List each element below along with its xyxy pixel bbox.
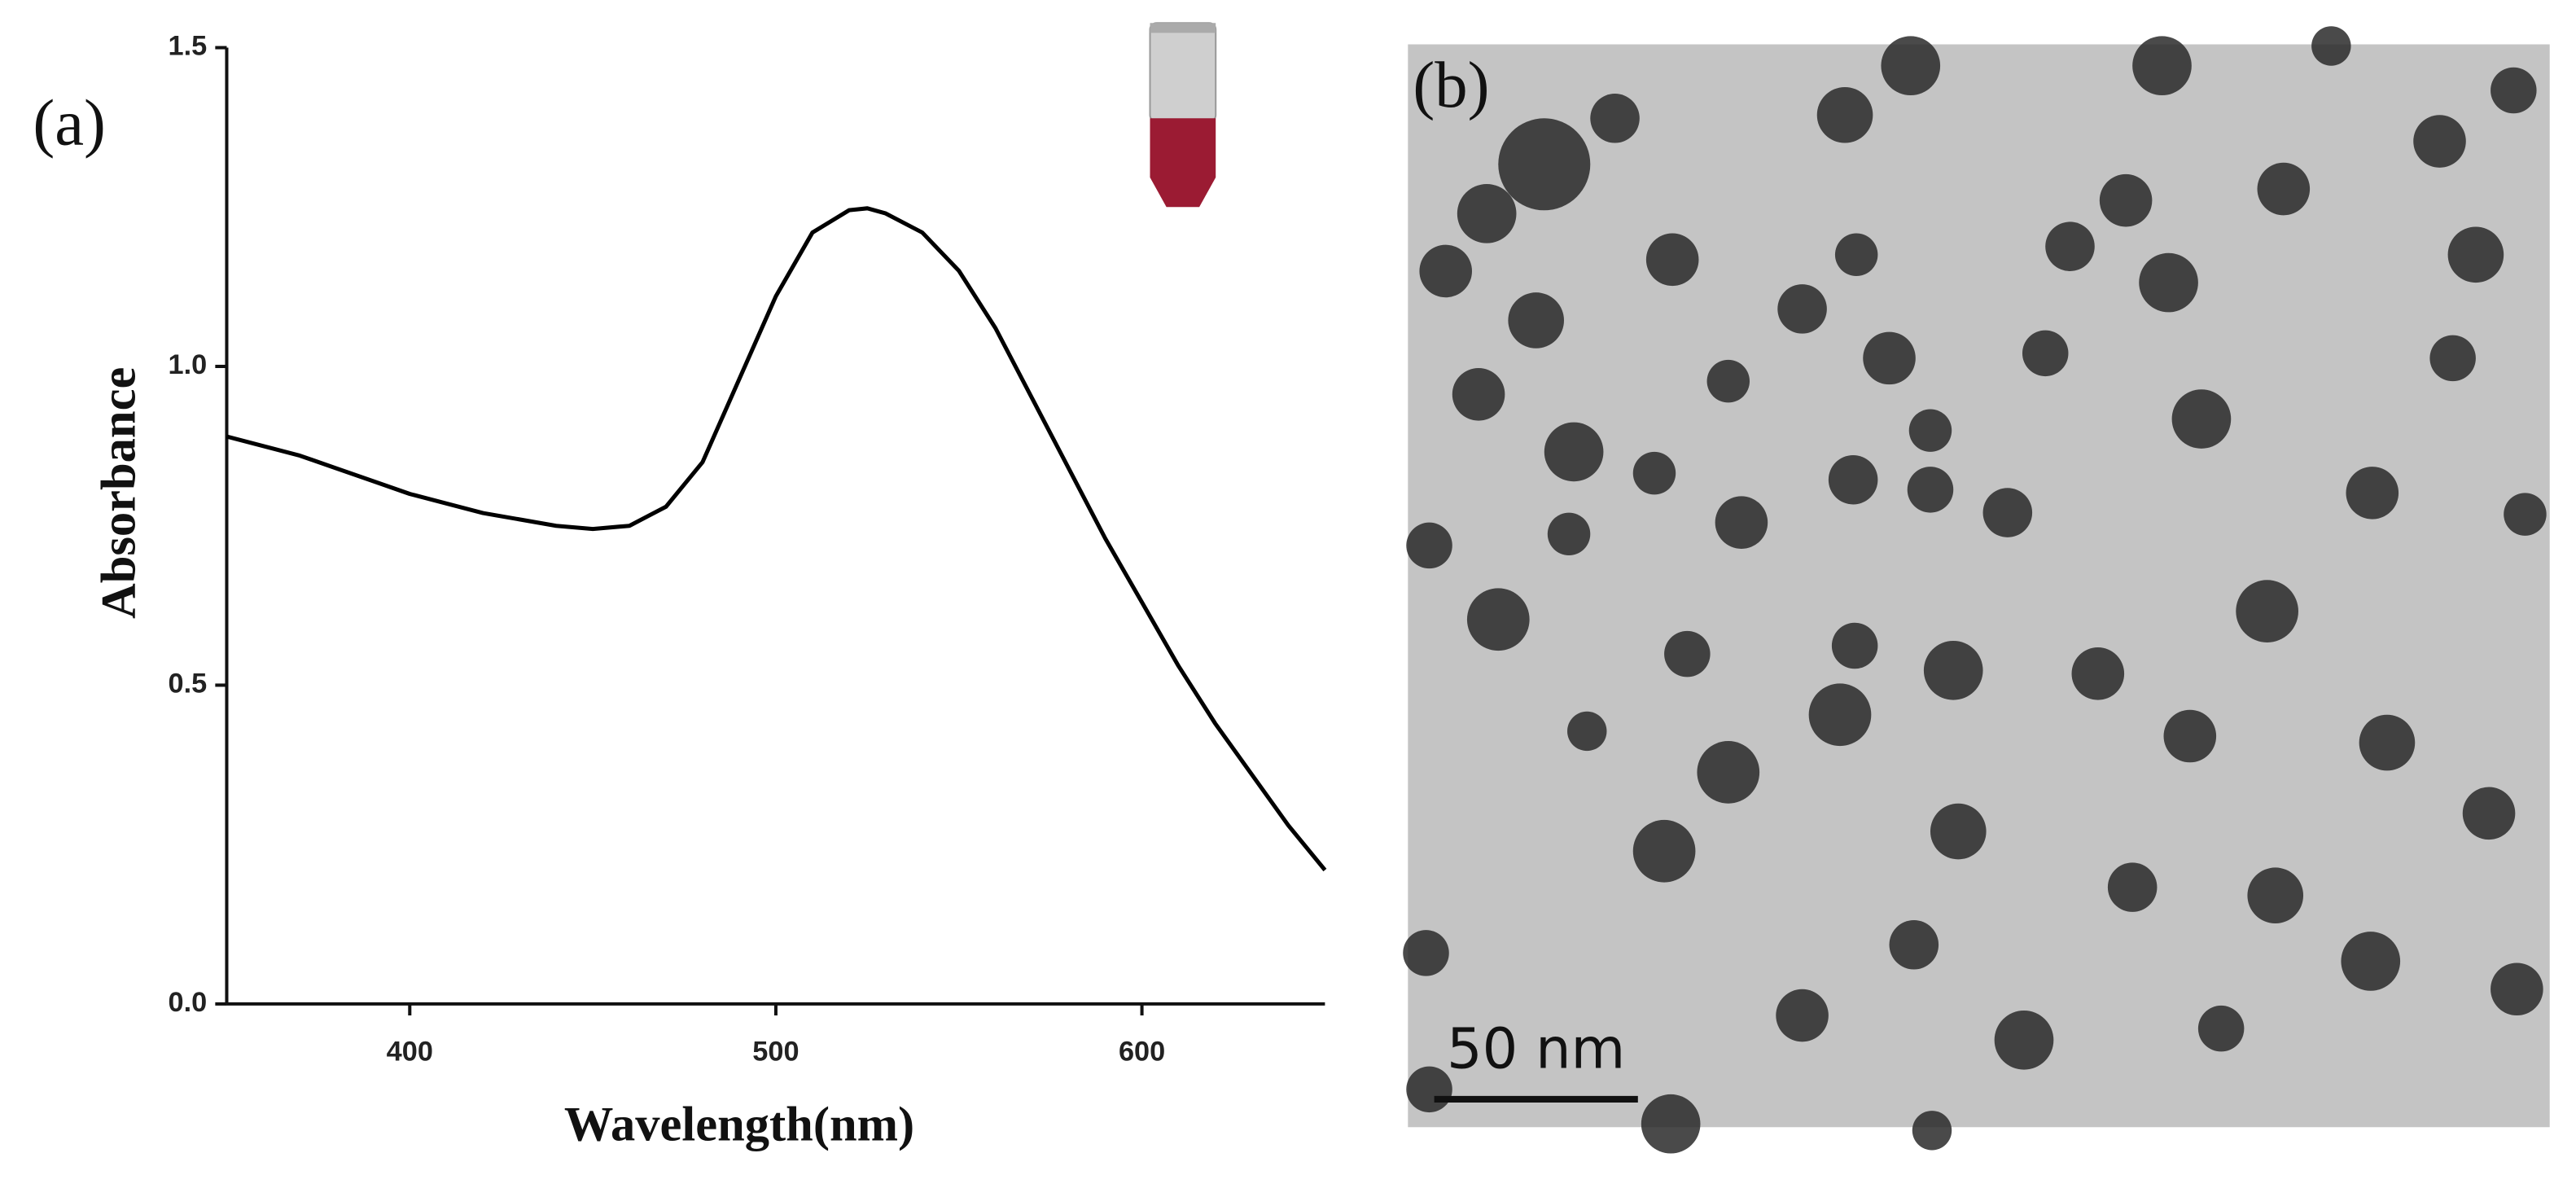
particle (1907, 467, 1954, 513)
particle (2099, 173, 2153, 227)
particle (1645, 233, 1699, 287)
particle (1881, 36, 1941, 96)
particle (1828, 454, 1878, 505)
particle (1457, 183, 1517, 243)
particle (1706, 359, 1750, 403)
particle (2257, 162, 2311, 216)
y-tick-label: 1.5 (169, 31, 208, 62)
particle (2359, 714, 2416, 771)
particle (2491, 67, 2537, 114)
particle (2341, 932, 2401, 991)
particle (2462, 787, 2516, 840)
particle (2429, 335, 2476, 382)
particle (2247, 867, 2304, 924)
y-axis-title: Absorbance (91, 367, 146, 619)
particle (2045, 221, 2095, 271)
y-tick-label: 0.0 (169, 987, 208, 1018)
particle (1889, 919, 1939, 970)
vial-inset (1149, 22, 1217, 208)
particle (1930, 803, 1987, 860)
particle (2107, 862, 2158, 912)
particle (1544, 422, 1604, 482)
particle (2139, 252, 2198, 313)
particle (1923, 640, 1983, 700)
panel-label-b: (b) (1413, 49, 1489, 121)
particle (1641, 1094, 1701, 1154)
x-axis-title: Wavelength(nm) (564, 1097, 914, 1151)
particle (1994, 1010, 2054, 1070)
particle (1508, 292, 1564, 349)
particle (2022, 330, 2069, 377)
particle (1777, 284, 1827, 334)
particle (1406, 522, 1452, 569)
particle (2171, 389, 2232, 449)
particle (1419, 244, 1472, 298)
particle (1816, 86, 1873, 143)
particle (2071, 647, 2125, 700)
particle (2163, 709, 2217, 763)
particle (1982, 488, 2033, 537)
particle (1547, 512, 1591, 556)
x-tick-label: 400 (387, 1037, 433, 1068)
particle (2236, 580, 2298, 642)
particle (1831, 622, 1878, 669)
particle (2132, 36, 2192, 96)
particle (1498, 118, 1591, 211)
particle (2447, 226, 2504, 283)
particle (1863, 331, 1916, 385)
particle (1912, 1111, 1952, 1151)
particle (2413, 115, 2466, 168)
scale-bar-label: 50 nm (1447, 1017, 1625, 1082)
particle (1406, 1066, 1452, 1113)
particle (1808, 683, 1872, 747)
particle (1834, 233, 1878, 276)
particle (1908, 409, 1952, 452)
y-tick-label: 0.5 (169, 669, 208, 699)
y-tick-label: 1.0 (169, 349, 208, 380)
particle (1567, 711, 1607, 752)
tem-image (1403, 26, 2550, 1154)
particle (1664, 630, 1711, 677)
particle (2197, 1005, 2245, 1052)
particle (1632, 451, 1676, 495)
particle (2504, 493, 2547, 536)
particle (2346, 467, 2399, 520)
particle (1403, 930, 1449, 976)
particle (1776, 989, 1829, 1042)
spectrum-line (226, 206, 1327, 872)
particle (1697, 741, 1760, 804)
panel-label-a: (a) (33, 87, 106, 160)
particle (2311, 26, 2351, 66)
x-tick-label: 500 (752, 1037, 799, 1068)
particle (1715, 496, 1768, 549)
particle (1466, 588, 1530, 651)
particle (2491, 962, 2543, 1016)
particle (1452, 367, 1505, 421)
particle (1590, 94, 1640, 143)
particle (1632, 819, 1696, 883)
x-tick-label: 600 (1119, 1037, 1165, 1068)
